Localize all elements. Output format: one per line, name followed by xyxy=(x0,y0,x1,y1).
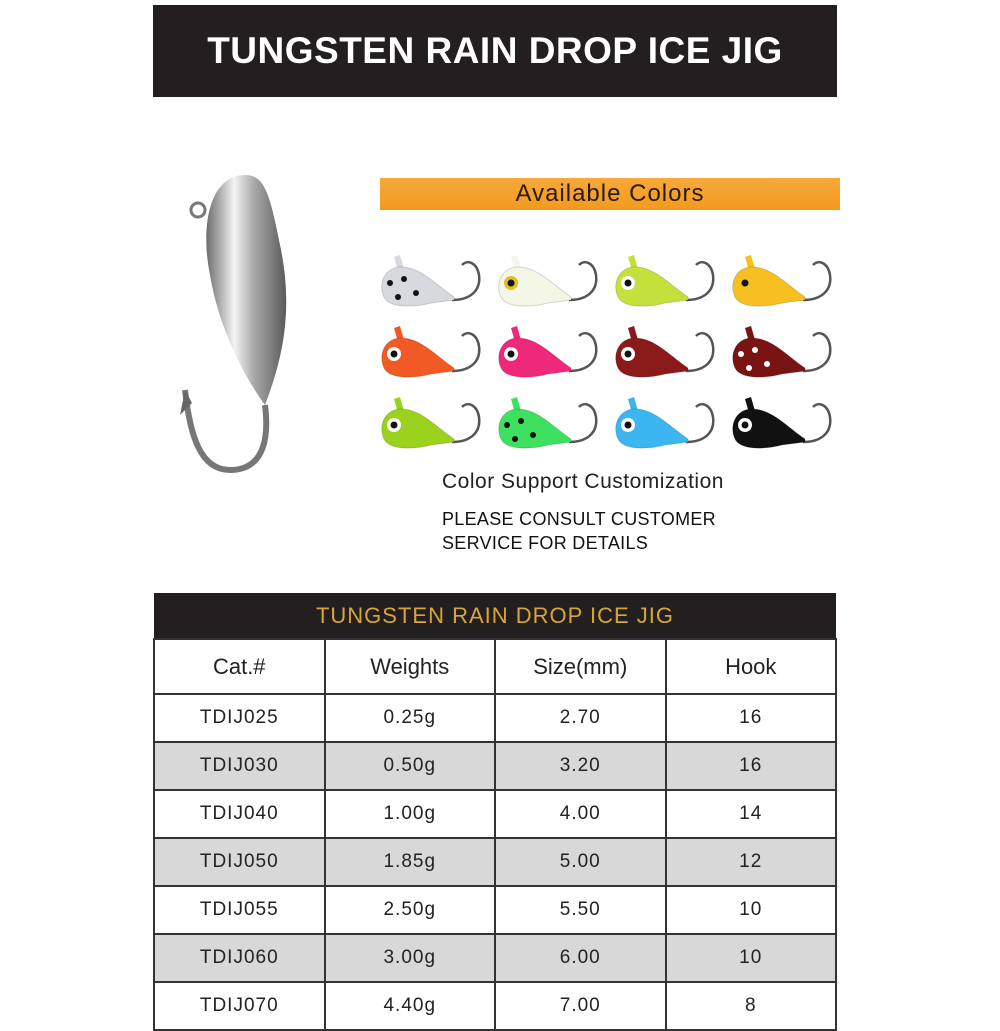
table-row: TDIJ055 2.50g 5.50 10 xyxy=(153,885,837,935)
col-cat: Cat.# xyxy=(153,638,326,695)
title-banner: TUNGSTEN RAIN DROP ICE JIG xyxy=(153,5,837,97)
color-jig-swatch xyxy=(498,397,598,449)
cell-weight: 0.50g xyxy=(323,741,496,791)
cell-hook: 10 xyxy=(664,933,837,983)
cell-size: 5.00 xyxy=(494,837,667,887)
cell-weight: 1.00g xyxy=(323,789,496,839)
color-jig-swatch xyxy=(498,255,598,307)
cell-cat: TDIJ025 xyxy=(153,693,326,743)
spec-header-row: Cat.# Weights Size(mm) Hook xyxy=(153,638,837,695)
color-jig-swatch xyxy=(615,255,715,307)
table-row: TDIJ030 0.50g 3.20 16 xyxy=(153,741,837,791)
cell-weight: 3.00g xyxy=(323,933,496,983)
table-row: TDIJ050 1.85g 5.00 12 xyxy=(153,837,837,887)
cell-size: 2.70 xyxy=(494,693,667,743)
color-jig-swatch xyxy=(615,397,715,449)
table-row: TDIJ040 1.00g 4.00 14 xyxy=(153,789,837,839)
cell-cat: TDIJ055 xyxy=(153,885,326,935)
cell-weight: 4.40g xyxy=(323,981,496,1031)
col-size: Size(mm) xyxy=(494,638,667,695)
cell-hook: 8 xyxy=(664,981,837,1031)
color-jig-swatch xyxy=(732,326,832,378)
cell-hook: 14 xyxy=(664,789,837,839)
cell-hook: 10 xyxy=(664,885,837,935)
cell-weight: 2.50g xyxy=(323,885,496,935)
customization-note: Color Support Customization xyxy=(442,470,724,493)
cell-hook: 16 xyxy=(664,741,837,791)
available-colors-heading: Available Colors xyxy=(380,178,840,210)
cell-cat: TDIJ040 xyxy=(153,789,326,839)
cell-hook: 16 xyxy=(664,693,837,743)
color-jig-swatch xyxy=(615,326,715,378)
cell-cat: TDIJ030 xyxy=(153,741,326,791)
table-row: TDIJ060 3.00g 6.00 10 xyxy=(153,933,837,983)
color-jig-swatch xyxy=(498,326,598,378)
table-row: TDIJ025 0.25g 2.70 16 xyxy=(153,693,837,743)
spec-table: TUNGSTEN RAIN DROP ICE JIG Cat.# Weights… xyxy=(153,593,837,1031)
cell-cat: TDIJ050 xyxy=(153,837,326,887)
cell-size: 5.50 xyxy=(494,885,667,935)
consult-note: PLEASE CONSULT CUSTOMER SERVICE FOR DETA… xyxy=(442,507,716,555)
color-jig-swatch xyxy=(732,255,832,307)
cell-size: 6.00 xyxy=(494,933,667,983)
consult-line-1: PLEASE CONSULT CUSTOMER xyxy=(442,509,716,529)
cell-cat: TDIJ070 xyxy=(153,981,326,1031)
color-jig-swatch xyxy=(381,397,481,449)
cell-size: 3.20 xyxy=(494,741,667,791)
spec-table-title: TUNGSTEN RAIN DROP ICE JIG xyxy=(154,593,836,639)
col-hook: Hook xyxy=(664,638,837,695)
cell-size: 7.00 xyxy=(494,981,667,1031)
cell-weight: 0.25g xyxy=(323,693,496,743)
cell-size: 4.00 xyxy=(494,789,667,839)
table-row: TDIJ070 4.40g 7.00 8 xyxy=(153,981,837,1031)
consult-line-2: SERVICE FOR DETAILS xyxy=(442,533,649,553)
cell-cat: TDIJ060 xyxy=(153,933,326,983)
silver-jig-image xyxy=(180,175,287,474)
color-jig-swatch xyxy=(381,255,481,307)
cell-weight: 1.85g xyxy=(323,837,496,887)
col-weights: Weights xyxy=(323,638,496,695)
color-swatch-grid xyxy=(376,245,846,455)
color-jig-swatch xyxy=(381,326,481,378)
color-jig-swatch xyxy=(732,397,832,449)
cell-hook: 12 xyxy=(664,837,837,887)
